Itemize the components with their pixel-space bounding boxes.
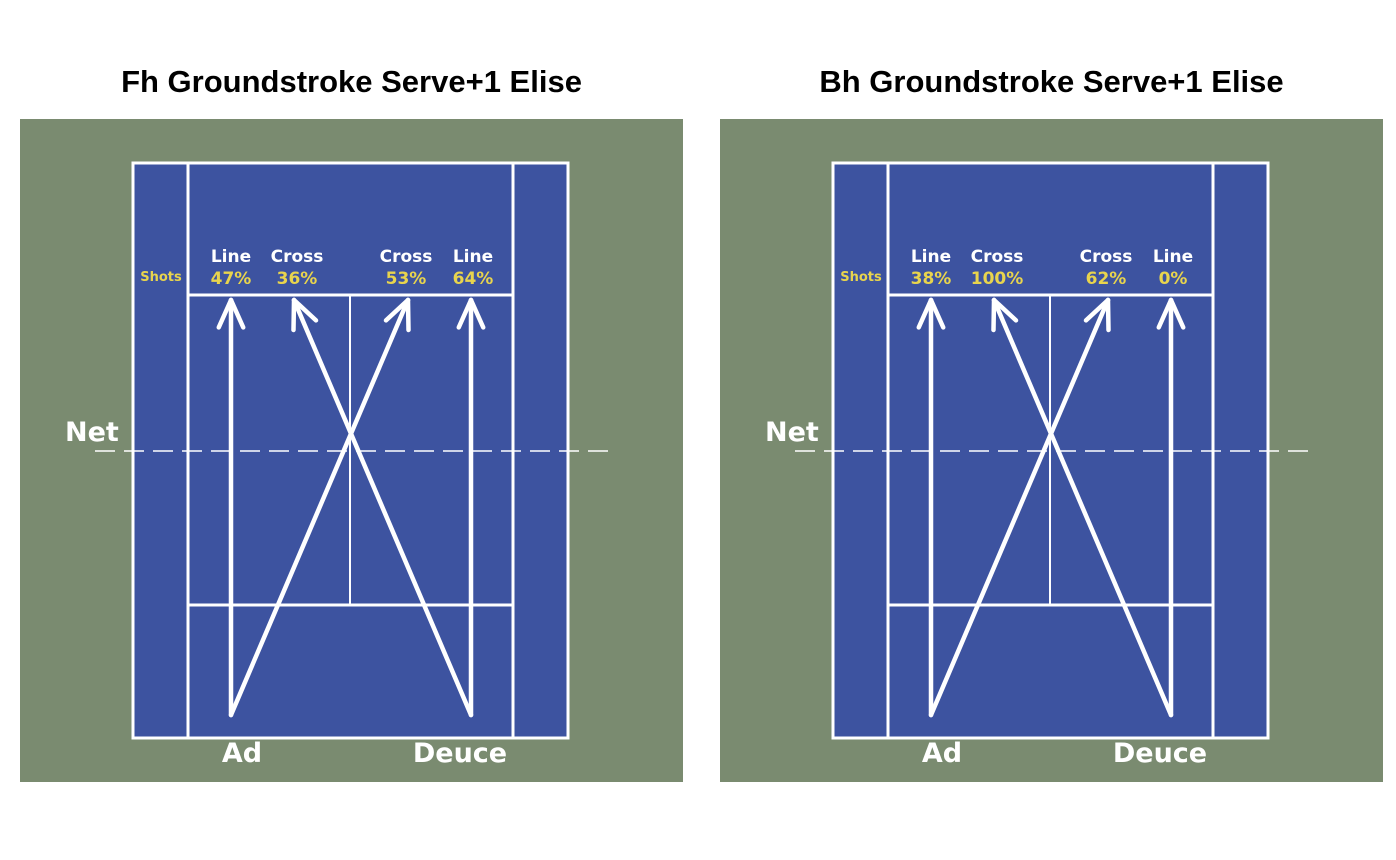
shot-arrow	[456, 297, 486, 718]
shot-arrows	[216, 297, 486, 718]
zone-percent: 64%	[453, 269, 494, 289]
ad-side-label: Ad	[922, 738, 962, 769]
shot-arrows	[916, 297, 1186, 718]
shot-arrow	[291, 297, 474, 718]
deuce-side-label: Deuce	[1113, 738, 1207, 769]
shots-label: Shots	[840, 270, 882, 285]
zone-label: Line	[911, 247, 951, 267]
zone-label: Line	[1153, 247, 1193, 267]
shot-arrow	[1156, 297, 1186, 718]
shot-arrow	[228, 297, 411, 718]
net-label: Net	[65, 417, 119, 448]
shot-arrow	[216, 297, 246, 718]
zone-percent: 53%	[386, 269, 427, 289]
zone-label: Line	[211, 247, 251, 267]
tennis-court-diagram: Line47%Cross36%Cross53%Line64%ShotsNetAd…	[20, 119, 683, 782]
zone-percent: 0%	[1159, 269, 1188, 289]
zone-percent: 62%	[1086, 269, 1127, 289]
ad-side-label: Ad	[222, 738, 262, 769]
zone-label: Cross	[380, 247, 433, 267]
zone-percent: 100%	[971, 269, 1024, 289]
shot-arrow	[916, 297, 946, 718]
zone-percent: 38%	[911, 269, 952, 289]
panel-title: Fh Groundstroke Serve+1 Elise	[121, 64, 582, 99]
net-label: Net	[765, 417, 819, 448]
zone-percent: 47%	[211, 269, 252, 289]
zone-label: Line	[453, 247, 493, 267]
shot-arrow	[991, 297, 1174, 718]
zone-label: Cross	[271, 247, 324, 267]
zone-label: Cross	[971, 247, 1024, 267]
tennis-court-diagram: Line38%Cross100%Cross62%Line0%ShotsNetAd…	[720, 119, 1383, 782]
panel-title: Bh Groundstroke Serve+1 Elise	[819, 64, 1284, 99]
deuce-side-label: Deuce	[413, 738, 507, 769]
zone-label: Cross	[1080, 247, 1133, 267]
zone-percent: 36%	[277, 269, 318, 289]
shots-label: Shots	[140, 270, 182, 285]
shot-arrow	[928, 297, 1111, 718]
